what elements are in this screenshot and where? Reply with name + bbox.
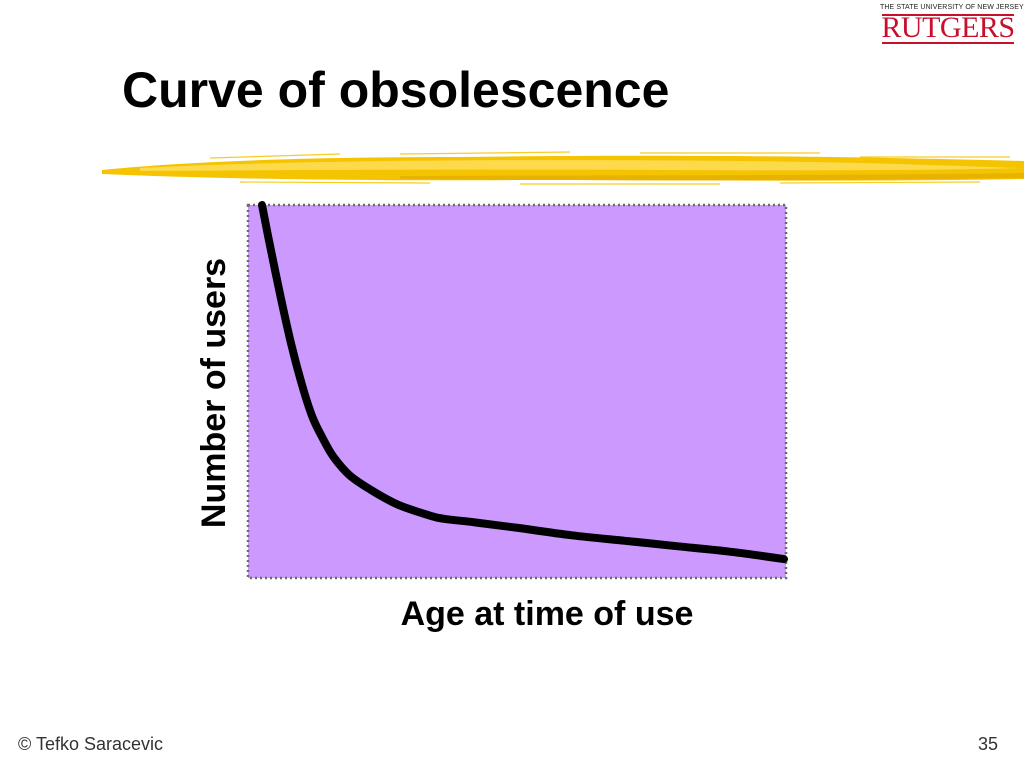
y-axis-label: Number of users bbox=[195, 258, 233, 528]
footer-copyright: © Tefko Saracevic bbox=[18, 734, 163, 754]
x-axis-label: Age at time of use bbox=[401, 595, 694, 633]
plot-area bbox=[246, 203, 788, 580]
logo-rule-bottom bbox=[882, 42, 1014, 44]
slide-title: Curve of obsolescence bbox=[122, 62, 670, 118]
brush-stroke-highlight bbox=[140, 160, 1020, 171]
brush-bristles bbox=[209, 151, 1010, 185]
obsolescence-chart: Age at time of use Number of users bbox=[195, 201, 788, 633]
rutgers-logo: THE STATE UNIVERSITY OF NEW JERSEY RUTGE… bbox=[880, 4, 1024, 46]
accent-brush-stroke bbox=[102, 151, 1024, 185]
logo-rule-top bbox=[882, 14, 1014, 16]
slide-number: 35 bbox=[977, 734, 998, 754]
brush-stroke-shadow bbox=[400, 173, 1024, 181]
obsolescence-curve bbox=[258, 201, 788, 564]
logo-wordmark: RUTGERS bbox=[881, 11, 1015, 44]
logo-tagline: THE STATE UNIVERSITY OF NEW JERSEY bbox=[880, 4, 1024, 11]
